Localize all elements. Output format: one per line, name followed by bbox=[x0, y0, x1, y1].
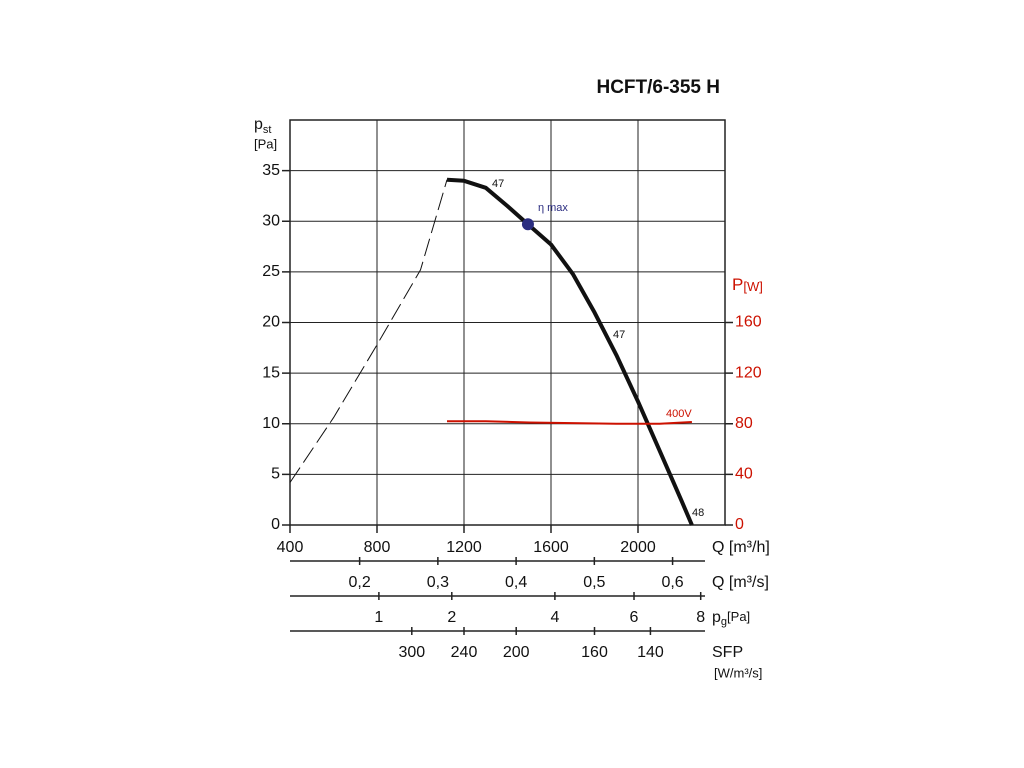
y-tick-label: 20 bbox=[262, 314, 280, 331]
scale-label-main: p bbox=[712, 609, 721, 626]
y2-axis-label: P[W] bbox=[732, 275, 763, 294]
y2-label-main: P bbox=[732, 275, 743, 294]
scale-label-unit: [Pa] bbox=[727, 609, 750, 624]
y-tick-label: 15 bbox=[262, 364, 280, 381]
curve-annotation: 47 bbox=[613, 329, 625, 341]
curve bbox=[446, 177, 694, 526]
scale-label-unit: [W/m³/s] bbox=[714, 665, 762, 680]
y-tick-label: 5 bbox=[271, 466, 280, 483]
scale-tick-label: 6 bbox=[630, 609, 639, 626]
x-axis-label: Q [m³/h] bbox=[712, 539, 770, 556]
y2-tick-label: 80 bbox=[735, 415, 753, 432]
scale-label: Q [m³/s] bbox=[712, 574, 769, 591]
y2-label-unit: [W] bbox=[743, 279, 763, 294]
chart-title: HCFT/6-355 H bbox=[596, 77, 720, 98]
y2-tick-label: 40 bbox=[735, 466, 753, 483]
eta-max-label: η max bbox=[538, 202, 568, 214]
curve bbox=[289, 179, 448, 483]
scale-tick-label: 0,4 bbox=[505, 574, 527, 591]
y-tick-label: 10 bbox=[262, 415, 280, 432]
scale-tick-label: 200 bbox=[503, 644, 530, 661]
y-tick-label: 25 bbox=[262, 263, 280, 280]
y-axis-unit: [Pa] bbox=[254, 136, 277, 151]
scale-tick-label: 140 bbox=[637, 644, 664, 661]
y-label-main: p bbox=[254, 116, 263, 133]
scale-tick-label: 2 bbox=[447, 609, 456, 626]
scale-label: SFP bbox=[712, 644, 743, 661]
x-tick-label: 1600 bbox=[533, 539, 569, 556]
y2-tick-label: 0 bbox=[735, 516, 744, 533]
eta-max-point bbox=[521, 218, 534, 231]
scale-label: pg[Pa] bbox=[712, 609, 750, 628]
scale-tick-label: 4 bbox=[550, 609, 559, 626]
y-tick-label: 35 bbox=[262, 162, 280, 179]
x-tick-label: 800 bbox=[364, 539, 391, 556]
curve bbox=[447, 420, 692, 425]
x-tick-label: 1200 bbox=[446, 539, 482, 556]
y-label-sub: st bbox=[263, 124, 272, 136]
y-axis-label: pst bbox=[254, 116, 271, 136]
scale-tick-label: 0,2 bbox=[349, 574, 371, 591]
scale-tick-label: 0,3 bbox=[427, 574, 449, 591]
scale-label-sub: g bbox=[721, 616, 727, 628]
scale-label-main: SFP bbox=[712, 644, 743, 661]
scale-tick-label: 160 bbox=[581, 644, 608, 661]
curve-annotation: 47 bbox=[492, 178, 504, 190]
x-tick-label: 2000 bbox=[620, 539, 656, 556]
scale-tick-label: 1 bbox=[374, 609, 383, 626]
y-tick-label: 0 bbox=[271, 516, 280, 533]
scale-tick-label: 300 bbox=[398, 644, 425, 661]
y-tick-label: 30 bbox=[262, 212, 280, 229]
scale-tick-label: 0,5 bbox=[583, 574, 605, 591]
y2-tick-label: 160 bbox=[735, 314, 762, 331]
scale-tick-label: 0,6 bbox=[661, 574, 683, 591]
y2-tick-label: 120 bbox=[735, 364, 762, 381]
curve-annotation: 400V bbox=[666, 408, 692, 420]
scale-tick-label: 240 bbox=[451, 644, 478, 661]
scale-label-main: Q [m³/s] bbox=[712, 574, 769, 591]
curve-annotation: 48 bbox=[692, 507, 704, 519]
scale-tick-label: 8 bbox=[696, 609, 705, 626]
x-tick-label: 400 bbox=[277, 539, 304, 556]
